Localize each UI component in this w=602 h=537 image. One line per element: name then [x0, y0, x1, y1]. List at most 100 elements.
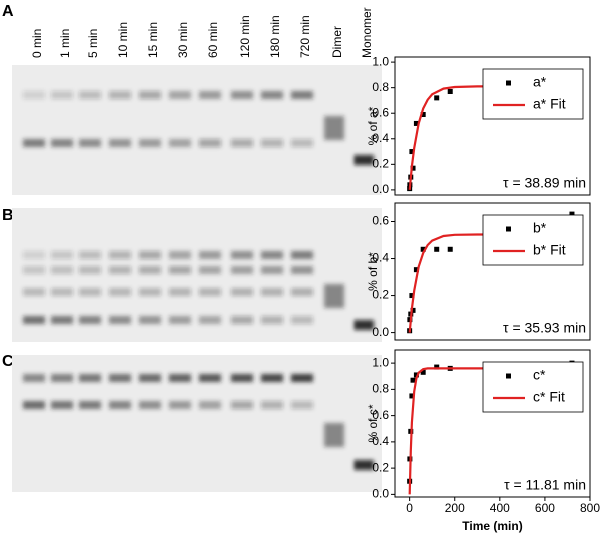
gel-band — [169, 316, 191, 324]
gel-band — [261, 374, 283, 382]
gel-band — [169, 288, 191, 296]
legend-box — [482, 68, 584, 120]
gel-band — [291, 401, 313, 409]
gel-band — [231, 266, 253, 274]
legend-label: c* Fit — [533, 389, 565, 405]
plot-frame — [394, 56, 591, 196]
gel-band — [169, 374, 191, 382]
annotation: τ = 11.81 min — [504, 477, 586, 493]
data-point — [409, 149, 415, 155]
fit-line — [408, 233, 572, 333]
data-point — [413, 372, 419, 378]
y-tick-label: 0.0 — [372, 325, 389, 339]
legend-label: a* — [533, 74, 547, 90]
gel-band — [231, 251, 253, 259]
gel-band — [291, 374, 313, 382]
gel-band — [231, 401, 253, 409]
gel-band — [23, 139, 45, 147]
gel-band — [139, 91, 161, 99]
legend-swatch — [506, 373, 511, 379]
gel-band — [261, 288, 283, 296]
gel-bands — [23, 374, 374, 470]
gel-band — [79, 91, 101, 99]
gel-band — [291, 139, 313, 147]
gel-band — [109, 139, 131, 147]
gel-band — [199, 316, 221, 324]
gel-band — [51, 139, 73, 147]
data-point — [447, 89, 453, 94]
gel-band — [139, 401, 161, 409]
gel-band — [23, 288, 45, 296]
lane-label: 10 min — [116, 22, 130, 58]
data-point — [434, 246, 440, 252]
data-point — [409, 293, 415, 299]
y-axis-label: % of c* — [366, 404, 380, 442]
y-tick-label: 0.6 — [372, 214, 389, 228]
gel-band — [51, 251, 73, 259]
gel-band — [51, 288, 73, 296]
x-tick-label: 200 — [445, 501, 465, 515]
gel-band — [261, 91, 283, 99]
legend-label: b* Fit — [533, 242, 566, 258]
y-tick-label: 0.2 — [372, 157, 389, 171]
gel-band — [199, 91, 221, 99]
lane-label: Monomer — [360, 7, 374, 58]
gel-bands — [23, 251, 374, 330]
legend-label: c* — [533, 367, 546, 383]
lane-label: 60 min — [206, 22, 220, 58]
legend-label: a* Fit — [533, 96, 566, 112]
legend-box — [482, 214, 584, 266]
gel-band — [324, 423, 344, 447]
data-point — [410, 307, 416, 313]
gel-band — [139, 374, 161, 382]
y-tick-label: 0.2 — [372, 460, 389, 474]
gel-band — [291, 266, 313, 274]
annotation: τ = 38.89 min — [503, 175, 586, 191]
gel-band — [109, 288, 131, 296]
gel-band — [23, 266, 45, 274]
gel-band — [23, 251, 45, 259]
gel-background — [12, 65, 382, 195]
gel-band — [291, 316, 313, 324]
gel-band — [169, 139, 191, 147]
gel-band — [199, 374, 221, 382]
data-point — [410, 165, 416, 171]
gel-band — [109, 374, 131, 382]
data-point — [409, 393, 415, 399]
x-axis-label: Time (min) — [462, 519, 522, 533]
gel-band — [199, 251, 221, 259]
panel-letter: C — [2, 353, 14, 370]
gel-band — [109, 401, 131, 409]
gel-band — [291, 91, 313, 99]
x-tick-label: 600 — [535, 501, 555, 515]
gel-band — [261, 139, 283, 147]
lane-label: 720 min — [298, 15, 312, 58]
data-point — [434, 364, 440, 370]
gel-band — [139, 288, 161, 296]
x-tick-label: 400 — [490, 501, 510, 515]
lane-label: Dimer — [330, 26, 344, 58]
gel-band — [199, 266, 221, 274]
y-tick-label: 0.6 — [372, 105, 389, 119]
gel-band — [51, 91, 73, 99]
gel-band — [291, 288, 313, 296]
y-tick-label: 1.0 — [372, 54, 389, 68]
gel-band — [199, 139, 221, 147]
plot-frame — [394, 349, 591, 498]
gel-band — [199, 401, 221, 409]
gel-band — [51, 374, 73, 382]
gel-band — [261, 266, 283, 274]
lane-label: 30 min — [176, 22, 190, 58]
legend-box — [482, 361, 584, 413]
gel-band — [169, 266, 191, 274]
gel-band — [79, 251, 101, 259]
x-tick-label: 0 — [406, 501, 413, 515]
data-point — [569, 211, 575, 217]
gel-band — [139, 316, 161, 324]
y-tick-label: 0.4 — [372, 131, 389, 145]
x-tick-label: 800 — [580, 501, 600, 515]
annotation: τ = 35.93 min — [503, 320, 586, 336]
gel-band — [354, 460, 374, 470]
gel-band — [231, 316, 253, 324]
